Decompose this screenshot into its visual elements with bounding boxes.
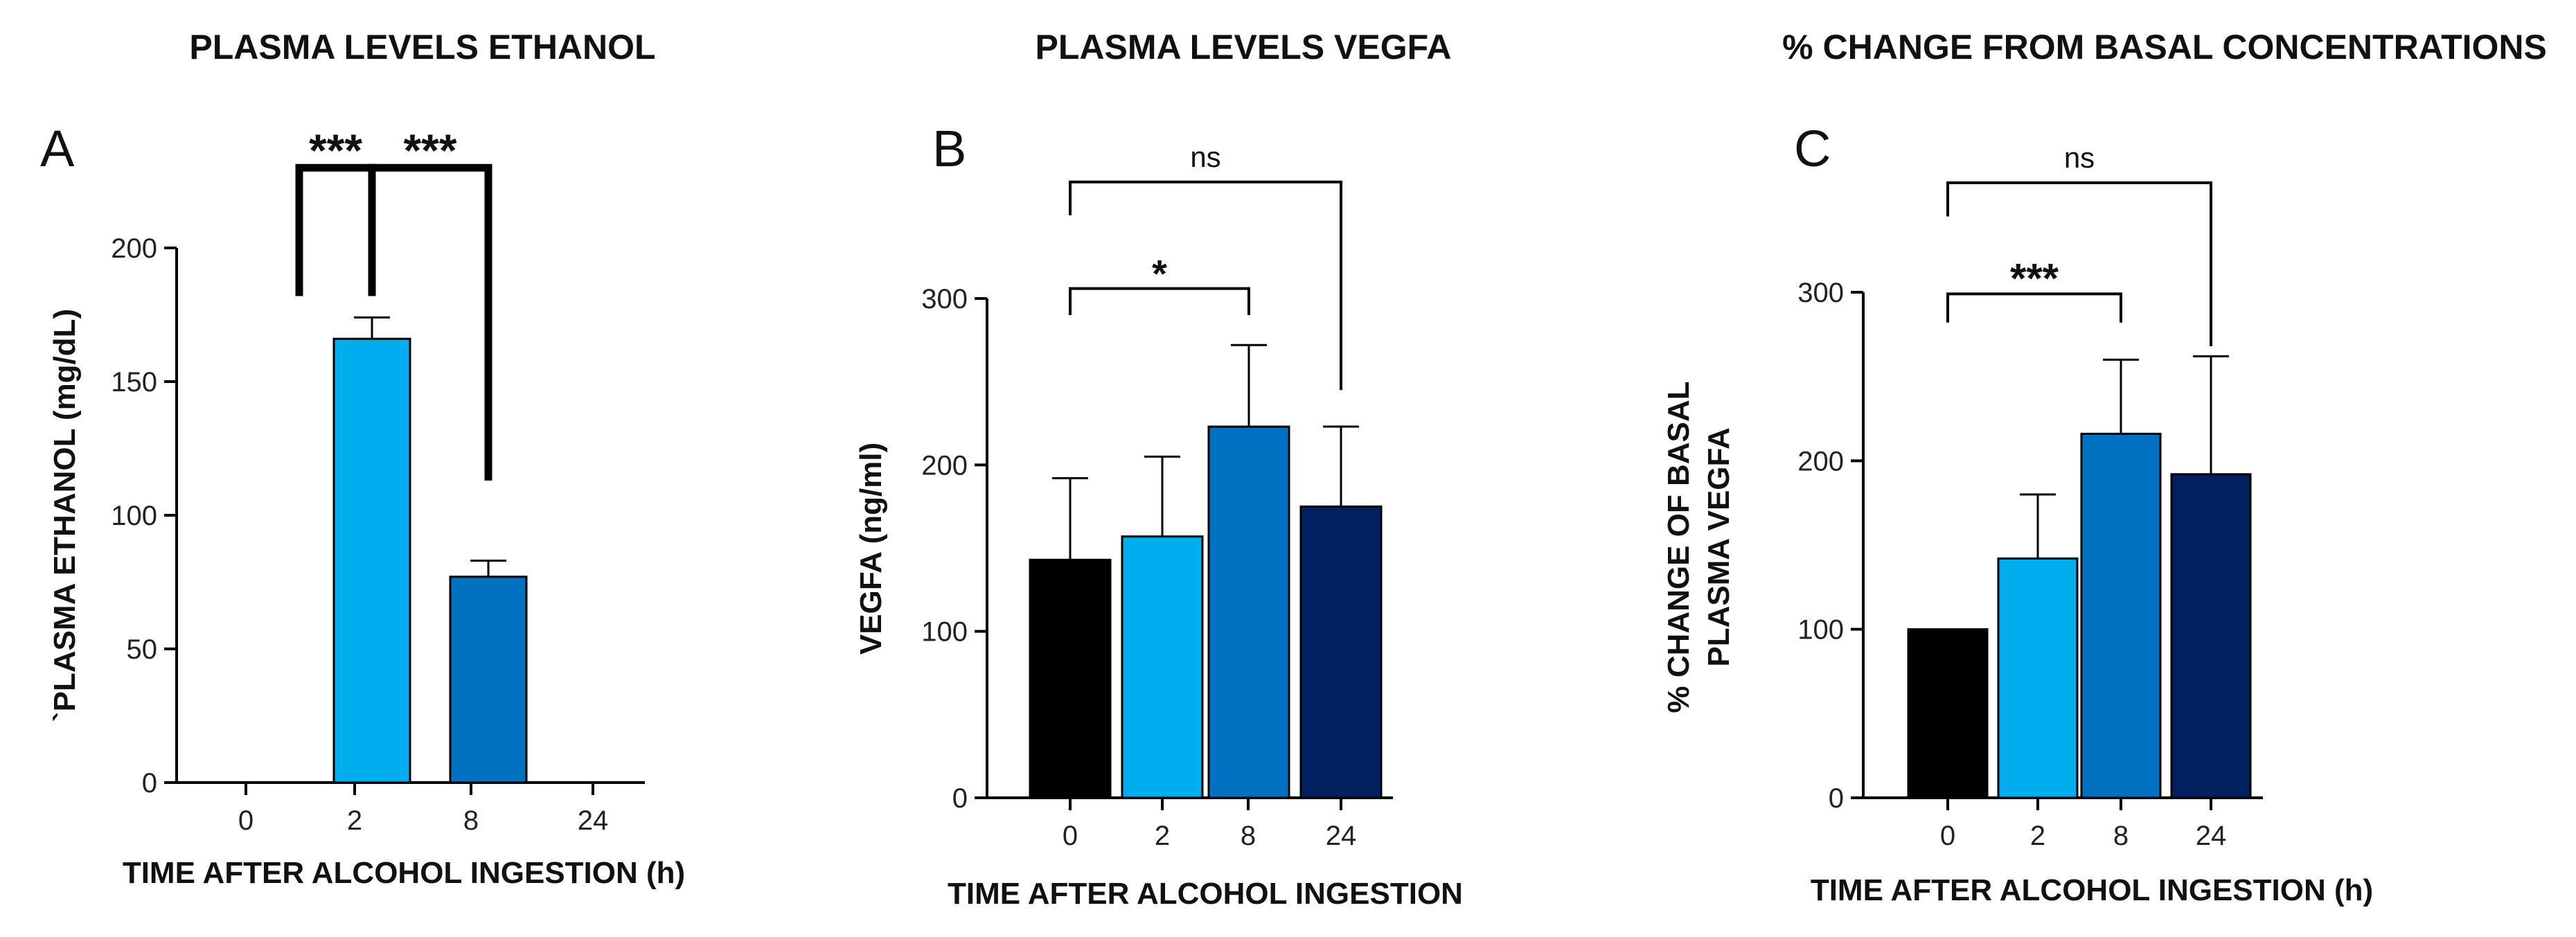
y-axis-title: VEGFA (ng/ml)	[854, 443, 888, 654]
significance-label: ns	[1190, 141, 1220, 173]
y-tick-label: 300	[921, 284, 968, 314]
bar-2	[1997, 557, 2079, 799]
y-axis-title: `PLASMA ETHANOL (mg/dL)	[48, 309, 82, 722]
panel-letter: C	[1794, 120, 1831, 177]
chart-panel-b: PLASMA LEVELS VEGFA B 0 100 200 300 0 2 8 24 * ns VE…	[854, 28, 1463, 911]
x-axis-title: TIME AFTER ALCOHOL INGESTION (h)	[123, 856, 685, 890]
y-tick-label: 200	[111, 233, 157, 264]
x-tick-label: 0	[1063, 821, 1078, 851]
y-axis-title-line: `PLASMA ETHANOL (mg/dL)	[48, 309, 82, 722]
y-axis-title-line: PLASMA VEGFA	[1702, 427, 1736, 667]
x-tick-label: 8	[463, 805, 479, 836]
x-tick-label: 0	[238, 805, 254, 836]
x-tick-label: 8	[2113, 821, 2129, 851]
x-tick-label: 2	[1155, 821, 1170, 851]
bar-8	[2080, 432, 2162, 799]
x-tick-label: 24	[2196, 821, 2227, 851]
chart-panel-a: PLASMA LEVELS ETHANOL A 0 50 100 150 200 0 2 8 24 *…	[40, 28, 685, 890]
y-tick-label: 0	[142, 768, 157, 798]
significance-label: ***	[2010, 255, 2059, 301]
y-tick-label: 200	[1797, 446, 1844, 476]
y-tick-label: 200	[921, 450, 968, 481]
y-tick-label: 0	[1829, 783, 1844, 814]
panel-letter: B	[932, 120, 966, 177]
y-tick-label: 150	[111, 367, 157, 398]
x-tick-label: 24	[578, 805, 609, 836]
bar-2	[332, 337, 411, 784]
significance-bracket	[295, 163, 376, 296]
y-tick-label: 100	[921, 617, 968, 648]
y-tick-label: 300	[1797, 278, 1844, 308]
significance-bracket	[1069, 180, 1342, 391]
significance-bracket	[1946, 181, 2212, 346]
significance-label: ***	[403, 125, 456, 176]
x-tick-label: 2	[2030, 821, 2045, 851]
y-tick-label: 50	[127, 634, 158, 665]
panel-title: PLASMA LEVELS VEGFA	[1035, 28, 1451, 66]
significance-label: *	[1152, 252, 1167, 296]
y-axis-title-line: VEGFA (ng/ml)	[854, 443, 888, 654]
x-tick-label: 2	[347, 805, 362, 836]
bar-8	[1207, 425, 1290, 799]
x-tick-label: 8	[1241, 821, 1256, 851]
y-axis-title-line: % CHANGE OF BASAL	[1662, 381, 1696, 713]
significance-bracket	[1946, 292, 2122, 323]
x-axis-title: TIME AFTER ALCOHOL INGESTION	[948, 877, 1463, 911]
y-axis-title: % CHANGE OF BASAL PLASMA VEGFA	[1662, 381, 1736, 713]
panel-title: % CHANGE FROM BASAL CONCENTRATIONS	[1782, 28, 2547, 66]
y-tick-label: 0	[952, 783, 968, 814]
bar-0	[1907, 628, 1989, 799]
chart-panel-c: % CHANGE FROM BASAL CONCENTRATIONS C 0 100 2…	[1662, 28, 2547, 907]
significance-bracket	[368, 163, 492, 481]
significance-label: ns	[2064, 141, 2095, 174]
significance-label: ***	[309, 125, 362, 176]
y-tick-label: 100	[1797, 615, 1844, 645]
bar-8	[449, 575, 528, 784]
x-tick-label: 24	[1326, 821, 1357, 851]
bar-2	[1121, 535, 1204, 799]
x-tick-label: 0	[1940, 821, 1955, 851]
bar-24	[2170, 473, 2252, 799]
bar-24	[1299, 505, 1383, 799]
x-axis-title: TIME AFTER ALCOHOL INGESTION (h)	[1811, 873, 2373, 907]
significance-bracket	[1069, 287, 1250, 316]
bar-0	[1029, 558, 1112, 799]
y-tick-label: 100	[111, 501, 157, 531]
panel-letter: A	[40, 120, 75, 177]
panel-title: PLASMA LEVELS ETHANOL	[189, 28, 655, 66]
